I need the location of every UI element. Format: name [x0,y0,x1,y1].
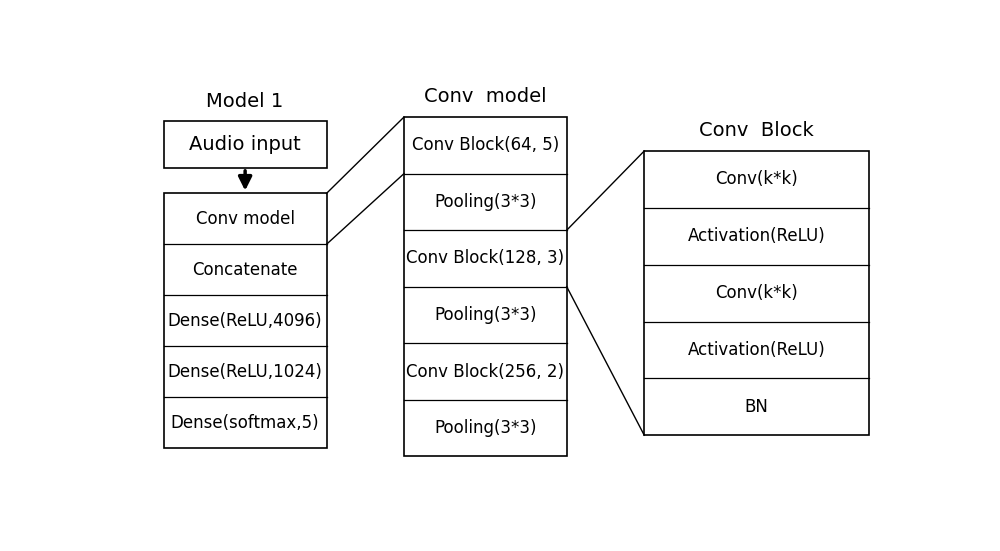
Text: Conv(k*k): Conv(k*k) [715,170,798,188]
Text: Activation(ReLU): Activation(ReLU) [688,341,826,359]
Text: Conv Block(256, 2): Conv Block(256, 2) [406,363,564,381]
Text: Dense(ReLU,4096): Dense(ReLU,4096) [168,312,322,329]
Text: Concatenate: Concatenate [192,261,298,279]
Text: Audio input: Audio input [189,135,301,154]
Text: Pooling(3*3): Pooling(3*3) [434,193,537,211]
Text: Model 1: Model 1 [207,91,284,111]
Text: Conv Block(64, 5): Conv Block(64, 5) [412,136,559,154]
Text: BN: BN [745,398,769,416]
Text: Conv  Block: Conv Block [699,121,814,141]
Text: Dense(softmax,5): Dense(softmax,5) [171,413,319,431]
Bar [164,193,326,448]
Text: Pooling(3*3): Pooling(3*3) [434,419,537,437]
Text: Pooling(3*3): Pooling(3*3) [434,306,537,324]
Text: Conv Block(128, 3): Conv Block(128, 3) [406,250,564,267]
Text: Activation(ReLU): Activation(ReLU) [688,227,826,245]
Bar [404,117,567,456]
Bar [644,151,869,435]
Bar [164,121,326,168]
Text: Conv(k*k): Conv(k*k) [715,284,798,302]
Text: Conv  model: Conv model [424,88,547,106]
Text: Conv model: Conv model [196,210,295,228]
Text: Dense(ReLU,1024): Dense(ReLU,1024) [168,363,323,381]
